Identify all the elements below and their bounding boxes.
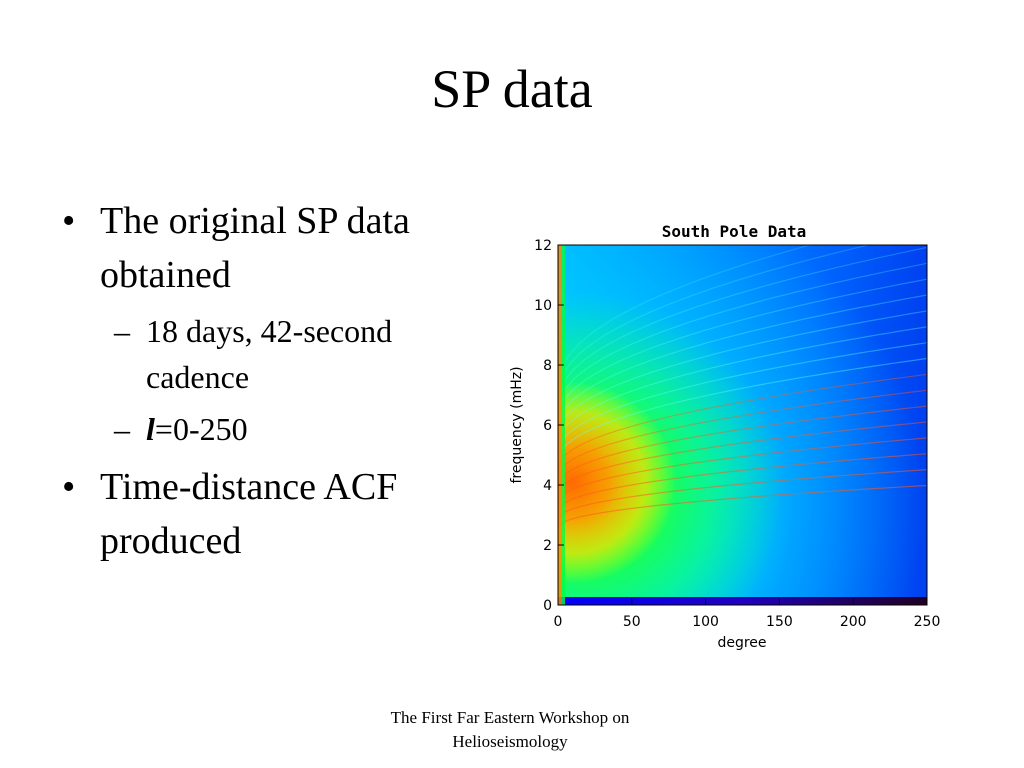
bullet-item: • Time-distance ACF produced xyxy=(62,460,492,568)
sub-bullet-dash-icon: – xyxy=(114,411,130,447)
ridge-line xyxy=(558,373,927,469)
bullet-text: Time-distance ACF produced xyxy=(100,466,398,562)
ridge-line xyxy=(558,310,927,435)
sub-bullet-item: – 18 days, 42-second cadence xyxy=(62,308,492,400)
ridge-line xyxy=(558,326,927,444)
y-tick-label: 6 xyxy=(543,418,552,434)
sub-bullet-item: – l=0-250 xyxy=(62,406,492,452)
axes: 0 50 100 150 200 250 0 2 4 6 8 10 12 xyxy=(534,238,940,630)
ridge-line xyxy=(558,357,927,461)
ridge-line xyxy=(558,484,927,528)
y-tick-label: 12 xyxy=(534,238,552,254)
slide-footer: The First Far Eastern Workshop on Helios… xyxy=(390,708,630,751)
x-tick-label: 100 xyxy=(692,614,719,630)
ridge-line xyxy=(558,262,927,410)
ridge-line xyxy=(558,294,927,427)
x-tick-label: 150 xyxy=(766,614,793,630)
x-axis-label: degree xyxy=(717,635,766,651)
y-tick-label: 2 xyxy=(543,538,552,554)
bullet-list: • The original SP data obtained – 18 day… xyxy=(62,194,492,568)
ridge-line xyxy=(558,421,927,494)
ridge-line xyxy=(558,245,812,385)
ridge-line xyxy=(558,278,927,419)
sub-bullet-text: 18 days, 42-second cadence xyxy=(146,313,393,395)
x-tick-label: 50 xyxy=(623,614,641,630)
ridge-line xyxy=(558,453,927,511)
chart-title: South Pole Data xyxy=(662,222,807,241)
y-tick-label: 10 xyxy=(534,298,552,314)
ridge-line xyxy=(558,389,927,477)
y-axis-label: frequency (mHz) xyxy=(509,366,525,483)
heatmap-plot-area xyxy=(558,245,927,605)
bullet-text: The original SP data obtained xyxy=(100,200,410,296)
bullet-dot-icon: • xyxy=(62,466,76,508)
x-tick-label: 0 xyxy=(554,614,563,630)
ridge-line xyxy=(558,245,871,393)
slide-title: SP data xyxy=(431,59,593,119)
sub-bullet-text: =0-250 xyxy=(154,411,248,447)
ridge-line xyxy=(558,246,927,402)
bullet-dot-icon: • xyxy=(62,200,76,242)
x-tick-label: 200 xyxy=(840,614,867,630)
ridge-line xyxy=(558,437,927,503)
ridge-line xyxy=(558,469,927,520)
degree-symbol: l xyxy=(146,411,155,447)
y-tick-label: 0 xyxy=(543,598,552,614)
south-pole-heatmap-chart: South Pole Data 0 50 100 150 200 250 0 2 4 6 8 10 12… xyxy=(509,222,940,651)
ridge-line xyxy=(558,342,927,452)
sub-bullet-dash-icon: – xyxy=(114,313,130,349)
y-tick-label: 8 xyxy=(543,358,552,374)
y-tick-label: 4 xyxy=(543,478,552,494)
x-tick-label: 250 xyxy=(914,614,941,630)
ridge-line xyxy=(558,405,927,486)
bullet-item: • The original SP data obtained xyxy=(62,194,492,302)
